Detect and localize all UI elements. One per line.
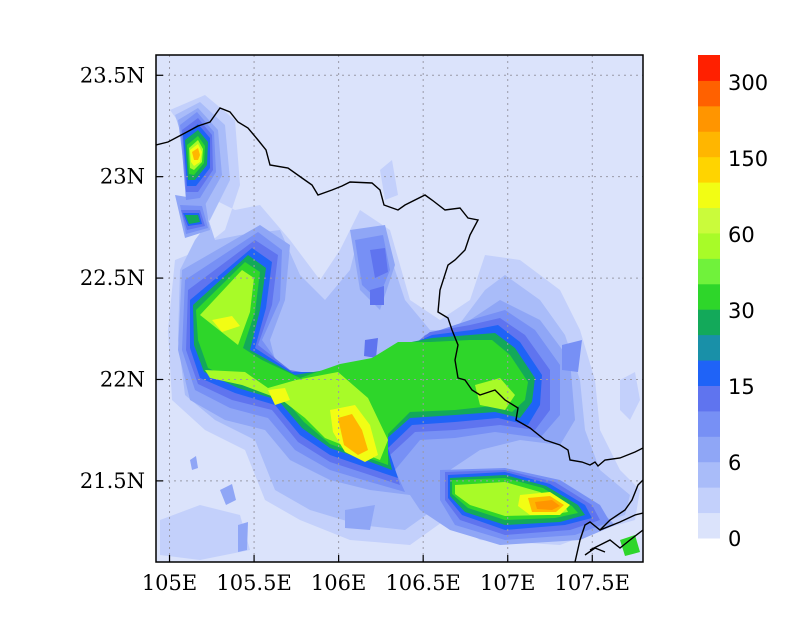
x-tick-label: 106.5E xyxy=(385,571,460,595)
y-tick-label: 21.5N xyxy=(80,469,145,493)
colorbar-swatch xyxy=(698,207,720,234)
colorbar-swatch xyxy=(698,232,720,259)
colorbar-swatch xyxy=(698,461,720,488)
coastline xyxy=(156,107,643,562)
y-tick-label: 22.5N xyxy=(80,266,145,290)
x-axis: 105E 105.5E 106E 106.5E 107E 107.5E xyxy=(142,555,630,595)
colorbar-swatch xyxy=(698,309,720,336)
map-frame xyxy=(155,54,644,563)
colorbar-swatch xyxy=(698,182,720,209)
y-tick-label: 23N xyxy=(100,165,145,189)
y-tick-label: 22N xyxy=(100,367,145,391)
colorbar-swatch xyxy=(698,283,720,310)
colorbar-label: 300 xyxy=(728,71,768,95)
colorbar-swatch xyxy=(698,334,720,361)
colorbar-swatch xyxy=(698,385,720,412)
colorbar-swatch xyxy=(698,487,720,514)
colorbar-label: 6 xyxy=(728,451,741,475)
y-axis: 23.5N 23N 22.5N 22N 21.5N xyxy=(80,63,163,493)
rainfall-contours xyxy=(160,95,640,560)
colorbar-swatch xyxy=(698,80,720,107)
x-tick-label: 107E xyxy=(480,571,535,595)
colorbar-swatch xyxy=(698,360,720,386)
contour-small-cells xyxy=(190,456,248,552)
colorbar-label: 60 xyxy=(728,223,755,247)
contour-level-17 xyxy=(535,500,560,510)
x-tick-label: 106E xyxy=(311,571,366,595)
map-grid xyxy=(156,55,643,562)
map-panel: 105E 105.5E 106E 106.5E 107E 107.5E 23.5N23N2… xyxy=(80,54,644,595)
colorbar-label: 30 xyxy=(728,299,755,323)
y-tick-label: 23.5N xyxy=(80,63,145,87)
colorbar-swatch xyxy=(698,55,720,81)
colorbar-swatch xyxy=(698,436,720,463)
colorbar-swatch xyxy=(698,258,720,285)
colorbar-label: 0 xyxy=(728,527,741,551)
contour-corner-cell xyxy=(620,535,640,556)
colorbar-swatch xyxy=(698,105,720,132)
colorbar-swatch xyxy=(698,131,720,158)
colorbar-label: 15 xyxy=(728,375,755,399)
colorbar-swatches xyxy=(698,55,720,539)
x-tick-label: 105E xyxy=(142,571,197,595)
colorbar-swatch xyxy=(698,156,720,183)
colorbar-swatch xyxy=(698,410,720,437)
x-tick-label: 105.5E xyxy=(216,571,291,595)
colorbar-swatch xyxy=(698,512,720,539)
colorbar-label: 150 xyxy=(728,147,768,171)
x-tick-label: 107.5E xyxy=(555,571,630,595)
